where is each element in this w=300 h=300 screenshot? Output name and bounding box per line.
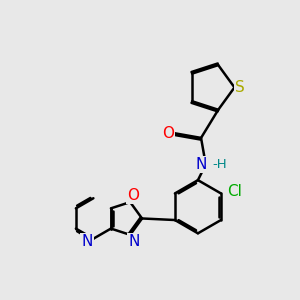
Text: -H: -H xyxy=(212,158,227,171)
Text: N: N xyxy=(128,234,140,249)
Text: O: O xyxy=(127,188,139,203)
Text: N: N xyxy=(195,157,207,172)
Text: S: S xyxy=(235,80,245,95)
Text: N: N xyxy=(81,234,93,249)
Text: O: O xyxy=(162,126,174,141)
Text: Cl: Cl xyxy=(228,184,242,200)
